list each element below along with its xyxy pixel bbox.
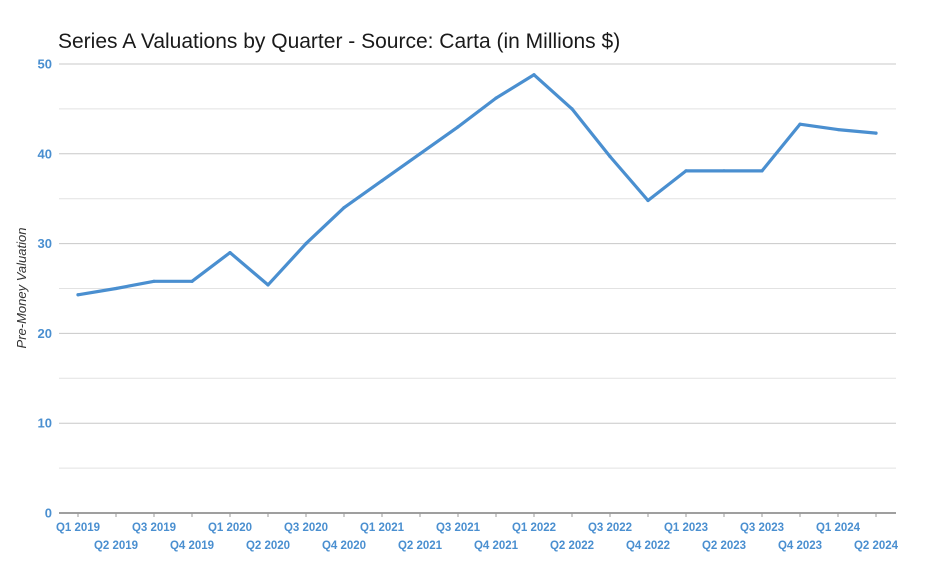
series-line [76, 73, 878, 297]
data-point [418, 152, 422, 156]
data-point [190, 279, 194, 283]
x-tick-label: Q2 2022 [550, 540, 594, 552]
y-tick-label: 50 [38, 57, 52, 72]
x-tick-label: Q4 2023 [778, 540, 822, 552]
x-tick-label: Q4 2021 [474, 540, 519, 552]
chart-title: Series A Valuations by Quarter - Source:… [58, 30, 620, 53]
y-tick-label: 0 [45, 506, 52, 521]
x-tick-label: Q2 2019 [94, 540, 138, 552]
x-tick-label: Q1 2023 [664, 522, 708, 534]
y-axis-label: Pre-Money Valuation [14, 228, 29, 349]
data-point [760, 169, 764, 173]
data-point [570, 107, 574, 111]
data-point [798, 122, 802, 126]
data-point [342, 206, 346, 210]
data-point [456, 125, 460, 129]
x-axis-ticks: Q1 2019 Q2 2019 Q3 2019 Q4 2019 Q1 2020 Q2 20… [56, 513, 899, 552]
x-tick-label: Q3 2022 [588, 522, 632, 534]
data-point [380, 179, 384, 183]
x-tick-label: Q1 2020 [208, 522, 252, 534]
x-tick-label: Q3 2023 [740, 522, 784, 534]
data-point [608, 154, 612, 159]
x-tick-label: Q1 2021 [360, 522, 405, 534]
data-point [532, 73, 536, 77]
data-point [684, 169, 688, 173]
data-point [114, 286, 118, 291]
x-tick-label: Q2 2024 [854, 540, 899, 552]
y-tick-label: 20 [38, 326, 52, 341]
x-tick-label: Q3 2020 [284, 522, 328, 534]
data-point [228, 250, 232, 255]
x-tick-label: Q3 2021 [436, 522, 481, 534]
data-point [304, 242, 308, 246]
data-point [722, 169, 726, 173]
data-point [76, 293, 80, 297]
x-tick-label: Q1 2022 [512, 522, 556, 534]
data-point [494, 96, 498, 100]
data-point [646, 198, 650, 203]
x-tick-label: Q1 2024 [816, 522, 861, 534]
data-point [266, 283, 270, 287]
series-group [76, 73, 878, 297]
x-tick-label: Q2 2021 [398, 540, 443, 552]
x-tick-label: Q2 2023 [702, 540, 746, 552]
y-axis-ticks: 0 10 20 30 40 50 [38, 57, 52, 521]
x-tick-label: Q4 2019 [170, 540, 214, 552]
data-point [152, 279, 156, 283]
x-tick-label: Q3 2019 [132, 522, 176, 534]
x-tick-label: Q4 2020 [322, 540, 366, 552]
x-tick-label: Q4 2022 [626, 540, 670, 552]
y-tick-label: 30 [38, 236, 52, 251]
y-tick-label: 10 [38, 416, 52, 431]
data-point [874, 131, 878, 135]
x-tick-label: Q1 2019 [56, 522, 100, 534]
data-point [836, 127, 840, 132]
x-tick-label: Q2 2020 [246, 540, 290, 552]
gridlines [59, 63, 896, 514]
y-tick-label: 40 [38, 146, 52, 161]
